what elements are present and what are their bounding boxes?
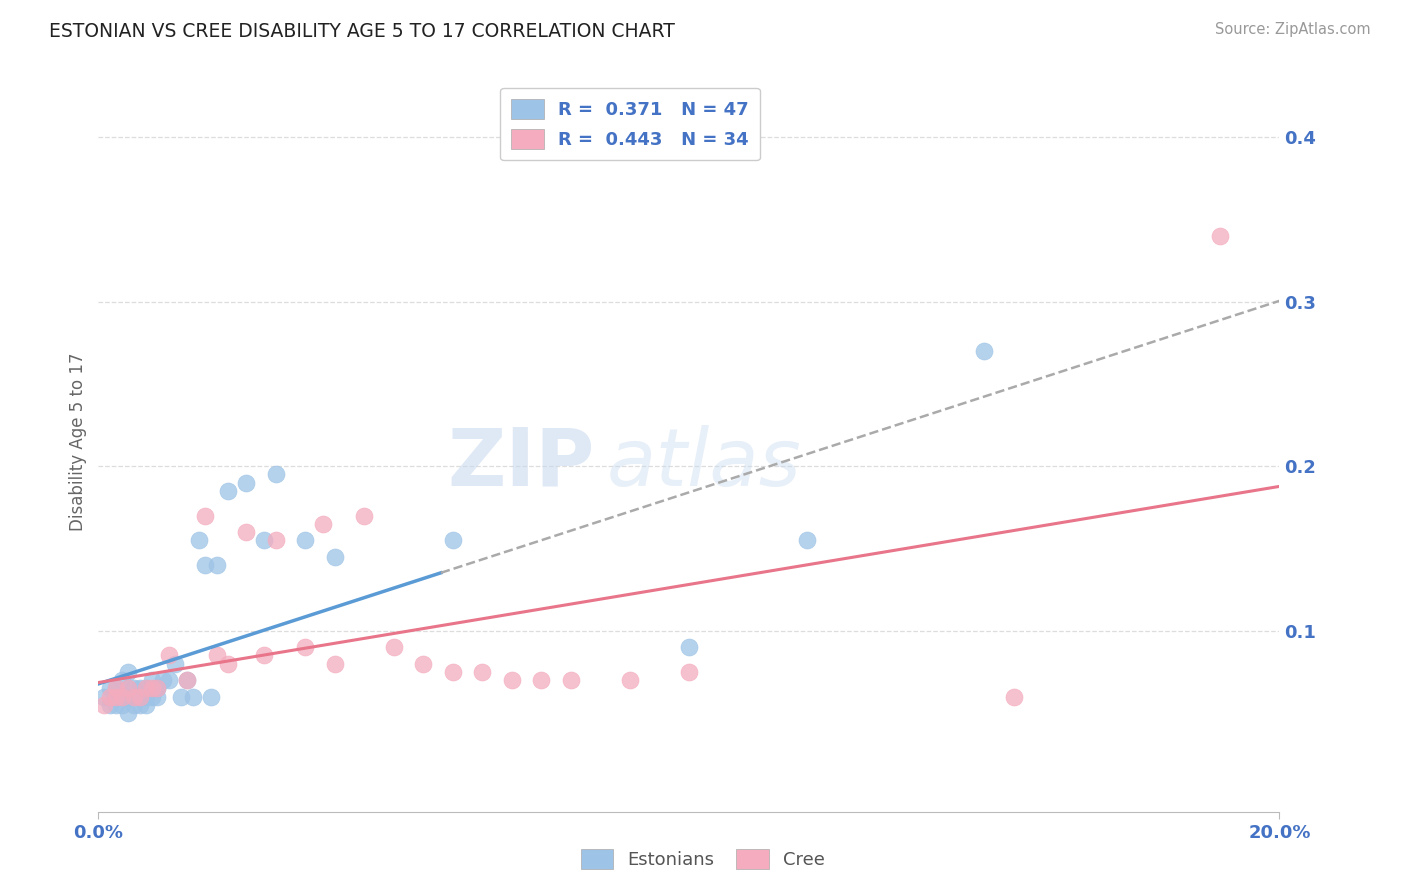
Point	[471, 665, 494, 679]
Point	[117, 681, 139, 696]
Point	[217, 657, 239, 671]
Point	[141, 681, 163, 696]
Point	[530, 673, 553, 687]
Point	[135, 681, 157, 696]
Point	[122, 681, 145, 696]
Point	[323, 657, 346, 671]
Point	[157, 648, 180, 663]
Point	[117, 681, 139, 696]
Y-axis label: Disability Age 5 to 17: Disability Age 5 to 17	[69, 352, 87, 531]
Point	[122, 690, 145, 704]
Point	[93, 690, 115, 704]
Point	[135, 681, 157, 696]
Point	[111, 690, 134, 704]
Point	[176, 673, 198, 687]
Point	[619, 673, 641, 687]
Point	[441, 665, 464, 679]
Point	[235, 475, 257, 490]
Text: ZIP: ZIP	[447, 425, 595, 503]
Point	[264, 467, 287, 482]
Point	[678, 665, 700, 679]
Point	[205, 648, 228, 663]
Point	[205, 558, 228, 572]
Legend: Estonians, Cree: Estonians, Cree	[572, 839, 834, 879]
Point	[105, 690, 128, 704]
Point	[146, 681, 169, 696]
Point	[1002, 690, 1025, 704]
Point	[1209, 228, 1232, 243]
Text: atlas: atlas	[606, 425, 801, 503]
Point	[200, 690, 222, 704]
Point	[98, 698, 121, 712]
Point	[98, 690, 121, 704]
Point	[141, 673, 163, 687]
Point	[111, 690, 134, 704]
Point	[111, 673, 134, 687]
Point	[122, 698, 145, 712]
Point	[146, 690, 169, 704]
Point	[382, 640, 405, 655]
Point	[217, 483, 239, 498]
Point	[973, 344, 995, 359]
Point	[135, 698, 157, 712]
Point	[501, 673, 523, 687]
Point	[187, 533, 209, 548]
Point	[181, 690, 204, 704]
Point	[105, 681, 128, 696]
Point	[176, 673, 198, 687]
Point	[157, 673, 180, 687]
Point	[560, 673, 582, 687]
Point	[105, 690, 128, 704]
Point	[141, 690, 163, 704]
Point	[264, 533, 287, 548]
Point	[128, 690, 150, 704]
Text: ESTONIAN VS CREE DISABILITY AGE 5 TO 17 CORRELATION CHART: ESTONIAN VS CREE DISABILITY AGE 5 TO 17 …	[49, 22, 675, 41]
Point	[194, 558, 217, 572]
Point	[796, 533, 818, 548]
Point	[105, 681, 128, 696]
Point	[194, 508, 217, 523]
Point	[135, 690, 157, 704]
Point	[117, 665, 139, 679]
Point	[312, 516, 335, 531]
Point	[93, 698, 115, 712]
Point	[128, 698, 150, 712]
Point	[111, 698, 134, 712]
Point	[353, 508, 375, 523]
Point	[105, 698, 128, 712]
Point	[253, 533, 276, 548]
Point	[98, 681, 121, 696]
Point	[235, 524, 257, 539]
Point	[117, 690, 139, 704]
Point	[294, 533, 316, 548]
Point	[122, 690, 145, 704]
Point	[117, 706, 139, 720]
Point	[253, 648, 276, 663]
Point	[152, 673, 174, 687]
Point	[323, 549, 346, 564]
Point	[441, 533, 464, 548]
Point	[170, 690, 193, 704]
Legend: R =  0.371   N = 47, R =  0.443   N = 34: R = 0.371 N = 47, R = 0.443 N = 34	[501, 87, 759, 161]
Point	[294, 640, 316, 655]
Point	[678, 640, 700, 655]
Point	[146, 681, 169, 696]
Point	[146, 681, 169, 696]
Point	[165, 657, 187, 671]
Point	[128, 690, 150, 704]
Text: Source: ZipAtlas.com: Source: ZipAtlas.com	[1215, 22, 1371, 37]
Point	[128, 681, 150, 696]
Point	[412, 657, 434, 671]
